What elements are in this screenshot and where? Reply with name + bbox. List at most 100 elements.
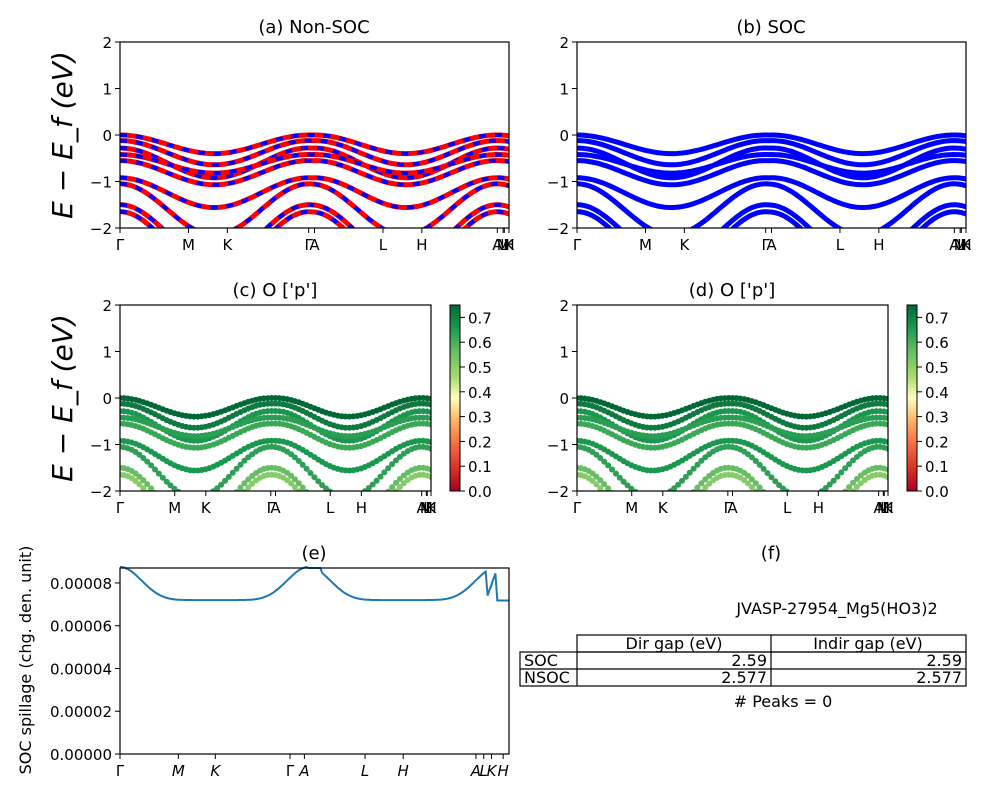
panel-d-band-point [815,529,821,535]
panel-d-band-point [656,521,662,527]
panel-c-band-point [331,529,337,535]
panel-d-band-point [682,473,689,480]
panel-c-band-point [331,517,337,523]
panel-d-band-point [772,478,779,485]
panel-c-band-point [346,534,352,540]
table-row-nsoc-label: NSOC [524,668,570,687]
panel-c-band-point [378,508,384,514]
panel-d-band-point [628,523,634,529]
panel-c-band-point [354,493,360,499]
panel-d-band-point [660,519,666,525]
panel-b-band-line [577,202,966,228]
panel-d-band-point [605,485,612,491]
panel-b-title: (b) SOC [736,17,805,38]
panel-d-band-point [752,480,759,487]
panel-c-band-point [179,517,185,523]
panel-a-band-line-dashed [120,175,509,210]
panel-c-band-point [428,395,431,402]
panel-d-band-point [885,466,888,473]
panel-b-xtick-label: K [961,236,972,254]
panel-c-colorbar-tick-label: 0.7 [468,309,492,327]
panel-c-band-point [428,421,431,428]
panel-c-band-point [315,513,321,519]
panel-d-band-point [652,534,658,540]
panel-c-band-point [222,513,228,519]
panel-c-ytick-label: 0 [102,390,112,408]
panel-d-band-point [757,493,763,499]
panel-d-band-point [663,529,669,535]
panel-d-xtick-label: A [727,499,738,517]
panel-c-band-point [187,494,193,500]
panel-c-xtick-label: L [423,499,432,517]
panel-c-xtick-label: Γ [116,499,125,517]
panel-d-band-point [803,534,809,540]
panel-c-band-point [315,503,321,509]
panel-c-band-point [389,493,395,499]
panel-d-band-point [803,495,809,501]
panel-d-band-point [694,461,701,468]
panel-d-band-point [679,513,685,519]
panel-d-xtick-label: K [883,499,894,517]
panel-d-bands [577,395,888,540]
panel-c-xtick-label: L [326,499,335,517]
panel-d-band-point [589,478,596,484]
panel-c-band-point [291,454,298,461]
panel-b-ytick-label: 2 [559,34,569,52]
panel-c-band-point [156,504,162,510]
panel-d-band-point [885,445,888,452]
panel-c-band-point [428,409,431,416]
panel-d-colorbar-tick-label: 0.4 [925,384,949,402]
panel-d-xtick-label: A [874,499,885,517]
panel-c-band-point [335,519,341,525]
panel-c-band-point [140,477,147,484]
panel-c-band-point [323,522,329,528]
panel-d-band-point [811,493,817,499]
panel-d-band-point [675,481,682,488]
panel-d-band-point [628,485,635,491]
panel-d-band-point [752,488,759,491]
panel-c-band-point [191,495,197,501]
panel-c-band-point [230,503,236,509]
panel-d-band-point [671,511,677,517]
panel-c-band-point [362,526,368,532]
panel-c-band-point [299,461,306,468]
panel-d-band-point [695,493,701,499]
panel-c-band-point [214,522,220,528]
panel-b-xtick-label: A [766,236,777,254]
panel-d-band-point [792,519,798,525]
panel-e-title: (e) [301,543,326,564]
panel-d-band-point [783,488,790,491]
panel-d-band-point [690,489,697,491]
panel-c-band-point [179,491,185,497]
table-row-nsoc-indir: 2.577 [916,668,962,687]
panel-b-ytick-label: 0 [559,127,569,145]
panel-c-colorbar-tick-label: 0.0 [468,483,492,501]
panel-b-xtick-label: H [873,236,884,254]
panel-c-band-point [303,465,310,472]
panel-d-colorbar-tick-label: 0.1 [925,458,949,476]
panel-c-band-point [295,488,302,491]
panel-d-band-point [800,534,806,540]
panel-a-xtick-label: Γ [116,236,125,254]
panel-c-band-point [208,490,211,491]
peaks-count: # Peaks = 0 [734,692,833,711]
panel-d-band-point [593,473,600,480]
panel-b-xtick-label: M [639,236,652,254]
panel-d-band-point [846,493,852,499]
panel-c-band-point [300,493,306,499]
panel-d-band-point [792,493,798,499]
panel-d-band-point [609,499,615,505]
panel-c-band-point [428,466,431,473]
panel-d-band-point [838,469,845,476]
panel-a-xtick-label: A [309,236,320,254]
panel-c-band-point [311,508,317,514]
panel-c-band-point [339,533,345,539]
panel-c-band-point [238,493,244,499]
panel-d-band-point [850,479,856,486]
panel-c-band-point [195,495,201,501]
panel-b-xtick-label: Γ [573,236,582,254]
panel-d-band-point [671,522,677,528]
panel-b-band-line [577,132,966,157]
panel-d-band-point [752,458,759,464]
